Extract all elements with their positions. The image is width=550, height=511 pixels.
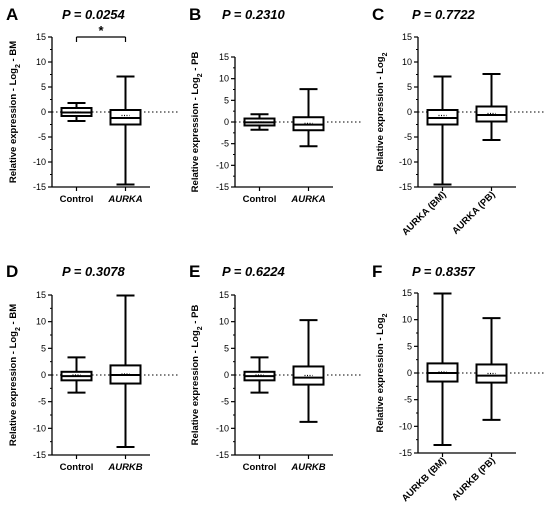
- panel-f-box-1: [426, 292, 459, 446]
- panel-a-ytick-label: 5: [41, 82, 46, 92]
- panel-b-ytick-label: 0: [224, 117, 229, 127]
- panel-f-title: P = 0.8357: [412, 264, 476, 279]
- panel-d-ylabel: Relative expression - Log2 - BM: [8, 304, 22, 446]
- panel-d-ytick-label: -5: [38, 397, 46, 407]
- panel-e-letter: E: [189, 262, 200, 281]
- panel-d-title: P = 0.3078: [62, 264, 126, 279]
- panel-d-ytick-label: -15: [33, 450, 46, 460]
- panel-c-ytick-label: 5: [407, 82, 412, 92]
- panel-f-letter: F: [372, 262, 382, 281]
- panel-b-ytick-label: 10: [219, 74, 229, 84]
- panel-c-box-1: [426, 75, 459, 186]
- panel-c: C P = 0.7722 -15 -10 -5 0 5 10 15 Relative expres…: [372, 5, 546, 238]
- panel-e-ytick-label: 15: [219, 290, 229, 300]
- panel-f-ytick-label: -10: [399, 421, 412, 431]
- panel-e-ytick-label: 10: [219, 317, 229, 327]
- panel-d-box-1: [60, 356, 93, 394]
- panel-a-ytick-label: 10: [36, 57, 46, 67]
- panel-f-ylabel: Relative expression - Log2: [375, 313, 389, 432]
- panel-f-xtick-label: AURKB (PB): [450, 455, 498, 503]
- panel-d-ytick-label: 0: [41, 370, 46, 380]
- panel-b-ytick-label: 15: [219, 52, 229, 62]
- panel-c-ytick-label: -5: [404, 132, 412, 142]
- panel-a-xtick-label: AURKA: [107, 194, 142, 205]
- panel-d-box-2: [109, 294, 142, 448]
- panel-e-box-2: [292, 319, 325, 423]
- panel-e-ytick-label: 0: [224, 370, 229, 380]
- panel-d-ytick-label: 5: [41, 343, 46, 353]
- panel-a-box-2: [109, 75, 142, 186]
- panel-a-ytick-label: -15: [33, 182, 46, 192]
- panel-d-xtick-label: Control: [60, 462, 94, 473]
- panel-b-xtick-label: Control: [243, 194, 277, 205]
- panel-a-ylabel: Relative expression - Log2 - BM: [8, 41, 22, 183]
- panel-a-ytick-label: -5: [38, 132, 46, 142]
- panel-c-ytick-label: -10: [399, 157, 412, 167]
- panel-a: A P = 0.0254 -15 -10 -5 0 5 10 15 Relative expres…: [6, 5, 180, 205]
- panel-c-ylabel: Relative expression - Log2: [375, 52, 389, 171]
- panel-b-box-1: [243, 113, 276, 131]
- panel-b-ytick-label: 5: [224, 95, 229, 105]
- panel-b: B P = 0.2310 -15 -10 -5 0 5 10 15 Relative expres…: [189, 5, 363, 205]
- panel-b-title: P = 0.2310: [222, 7, 286, 22]
- panel-d: D P = 0.3078 -15 -10 -5 0 5 10 15 Relative expres…: [6, 262, 180, 473]
- panel-c-xtick-label: AURKA (PB): [450, 189, 497, 236]
- panel-f-box-2: [475, 317, 508, 421]
- panel-b-ylabel: Relative expression - Log2 - PB: [190, 52, 204, 193]
- panel-f-ytick-label: 0: [407, 368, 412, 378]
- panel-e-ytick-label: -5: [221, 397, 229, 407]
- panel-b-ytick-label: -5: [221, 139, 229, 149]
- panel-c-ytick-label: 0: [407, 107, 412, 117]
- panel-f-xtick-label: AURKB (BM): [400, 455, 449, 504]
- panel-a-ytick-label: 15: [36, 32, 46, 42]
- panel-f: F P = 0.8357 -15 -10 -5 0 5 10 15 Relative expres…: [372, 262, 546, 504]
- panel-d-letter: D: [6, 262, 18, 281]
- panel-b-letter: B: [189, 5, 201, 24]
- panel-c-ytick-label: -15: [399, 182, 412, 192]
- panel-e-ytick-label: -15: [216, 450, 229, 460]
- panel-e-xtick-label: AURKB: [290, 462, 325, 473]
- panel-a-letter: A: [6, 5, 18, 24]
- panel-f-ytick-label: 5: [407, 341, 412, 351]
- panel-e: E P = 0.6224 -15 -10 -5 0 5 10 15 Relative expres…: [189, 262, 363, 473]
- panel-e-title: P = 0.6224: [222, 264, 286, 279]
- box-iqr: [475, 363, 508, 384]
- panel-c-letter: C: [372, 5, 384, 24]
- panel-f-ytick-label: -5: [404, 395, 412, 405]
- panel-a-ytick-label: 0: [41, 107, 46, 117]
- panel-c-xtick-label: AURKA (BM): [400, 189, 449, 238]
- panel-f-ytick-label: 15: [402, 288, 412, 298]
- panel-e-ytick-label: 5: [224, 343, 229, 353]
- panel-b-ytick-label: -10: [216, 160, 229, 170]
- panel-a-box-1: [60, 102, 93, 122]
- panel-b-ytick-label: -15: [216, 182, 229, 192]
- panel-b-box-2: [292, 88, 325, 148]
- panel-e-ylabel: Relative expression - Log2 - PB: [190, 305, 204, 446]
- panel-d-ytick-label: 10: [36, 317, 46, 327]
- panel-a-sig-star: *: [98, 23, 104, 38]
- panel-f-ytick-label: 10: [402, 315, 412, 325]
- panel-e-ytick-label: -10: [216, 423, 229, 433]
- panel-c-box-2: [475, 73, 508, 141]
- panel-e-xtick-label: Control: [243, 462, 277, 473]
- panel-a-ytick-label: -10: [33, 157, 46, 167]
- panel-b-xtick-label: AURKA: [290, 194, 325, 205]
- panel-c-ytick-label: 15: [402, 32, 412, 42]
- panel-e-box-1: [243, 356, 276, 394]
- panel-d-ytick-label: 15: [36, 290, 46, 300]
- box-iqr: [292, 365, 325, 386]
- panel-a-xtick-label: Control: [60, 194, 94, 205]
- panel-f-ytick-label: -15: [399, 448, 412, 458]
- panel-c-title: P = 0.7722: [412, 7, 476, 22]
- panel-d-ytick-label: -10: [33, 423, 46, 433]
- panel-a-title: P = 0.0254: [62, 7, 126, 22]
- panel-c-ytick-label: 10: [402, 57, 412, 67]
- panel-d-xtick-label: AURKB: [107, 462, 142, 473]
